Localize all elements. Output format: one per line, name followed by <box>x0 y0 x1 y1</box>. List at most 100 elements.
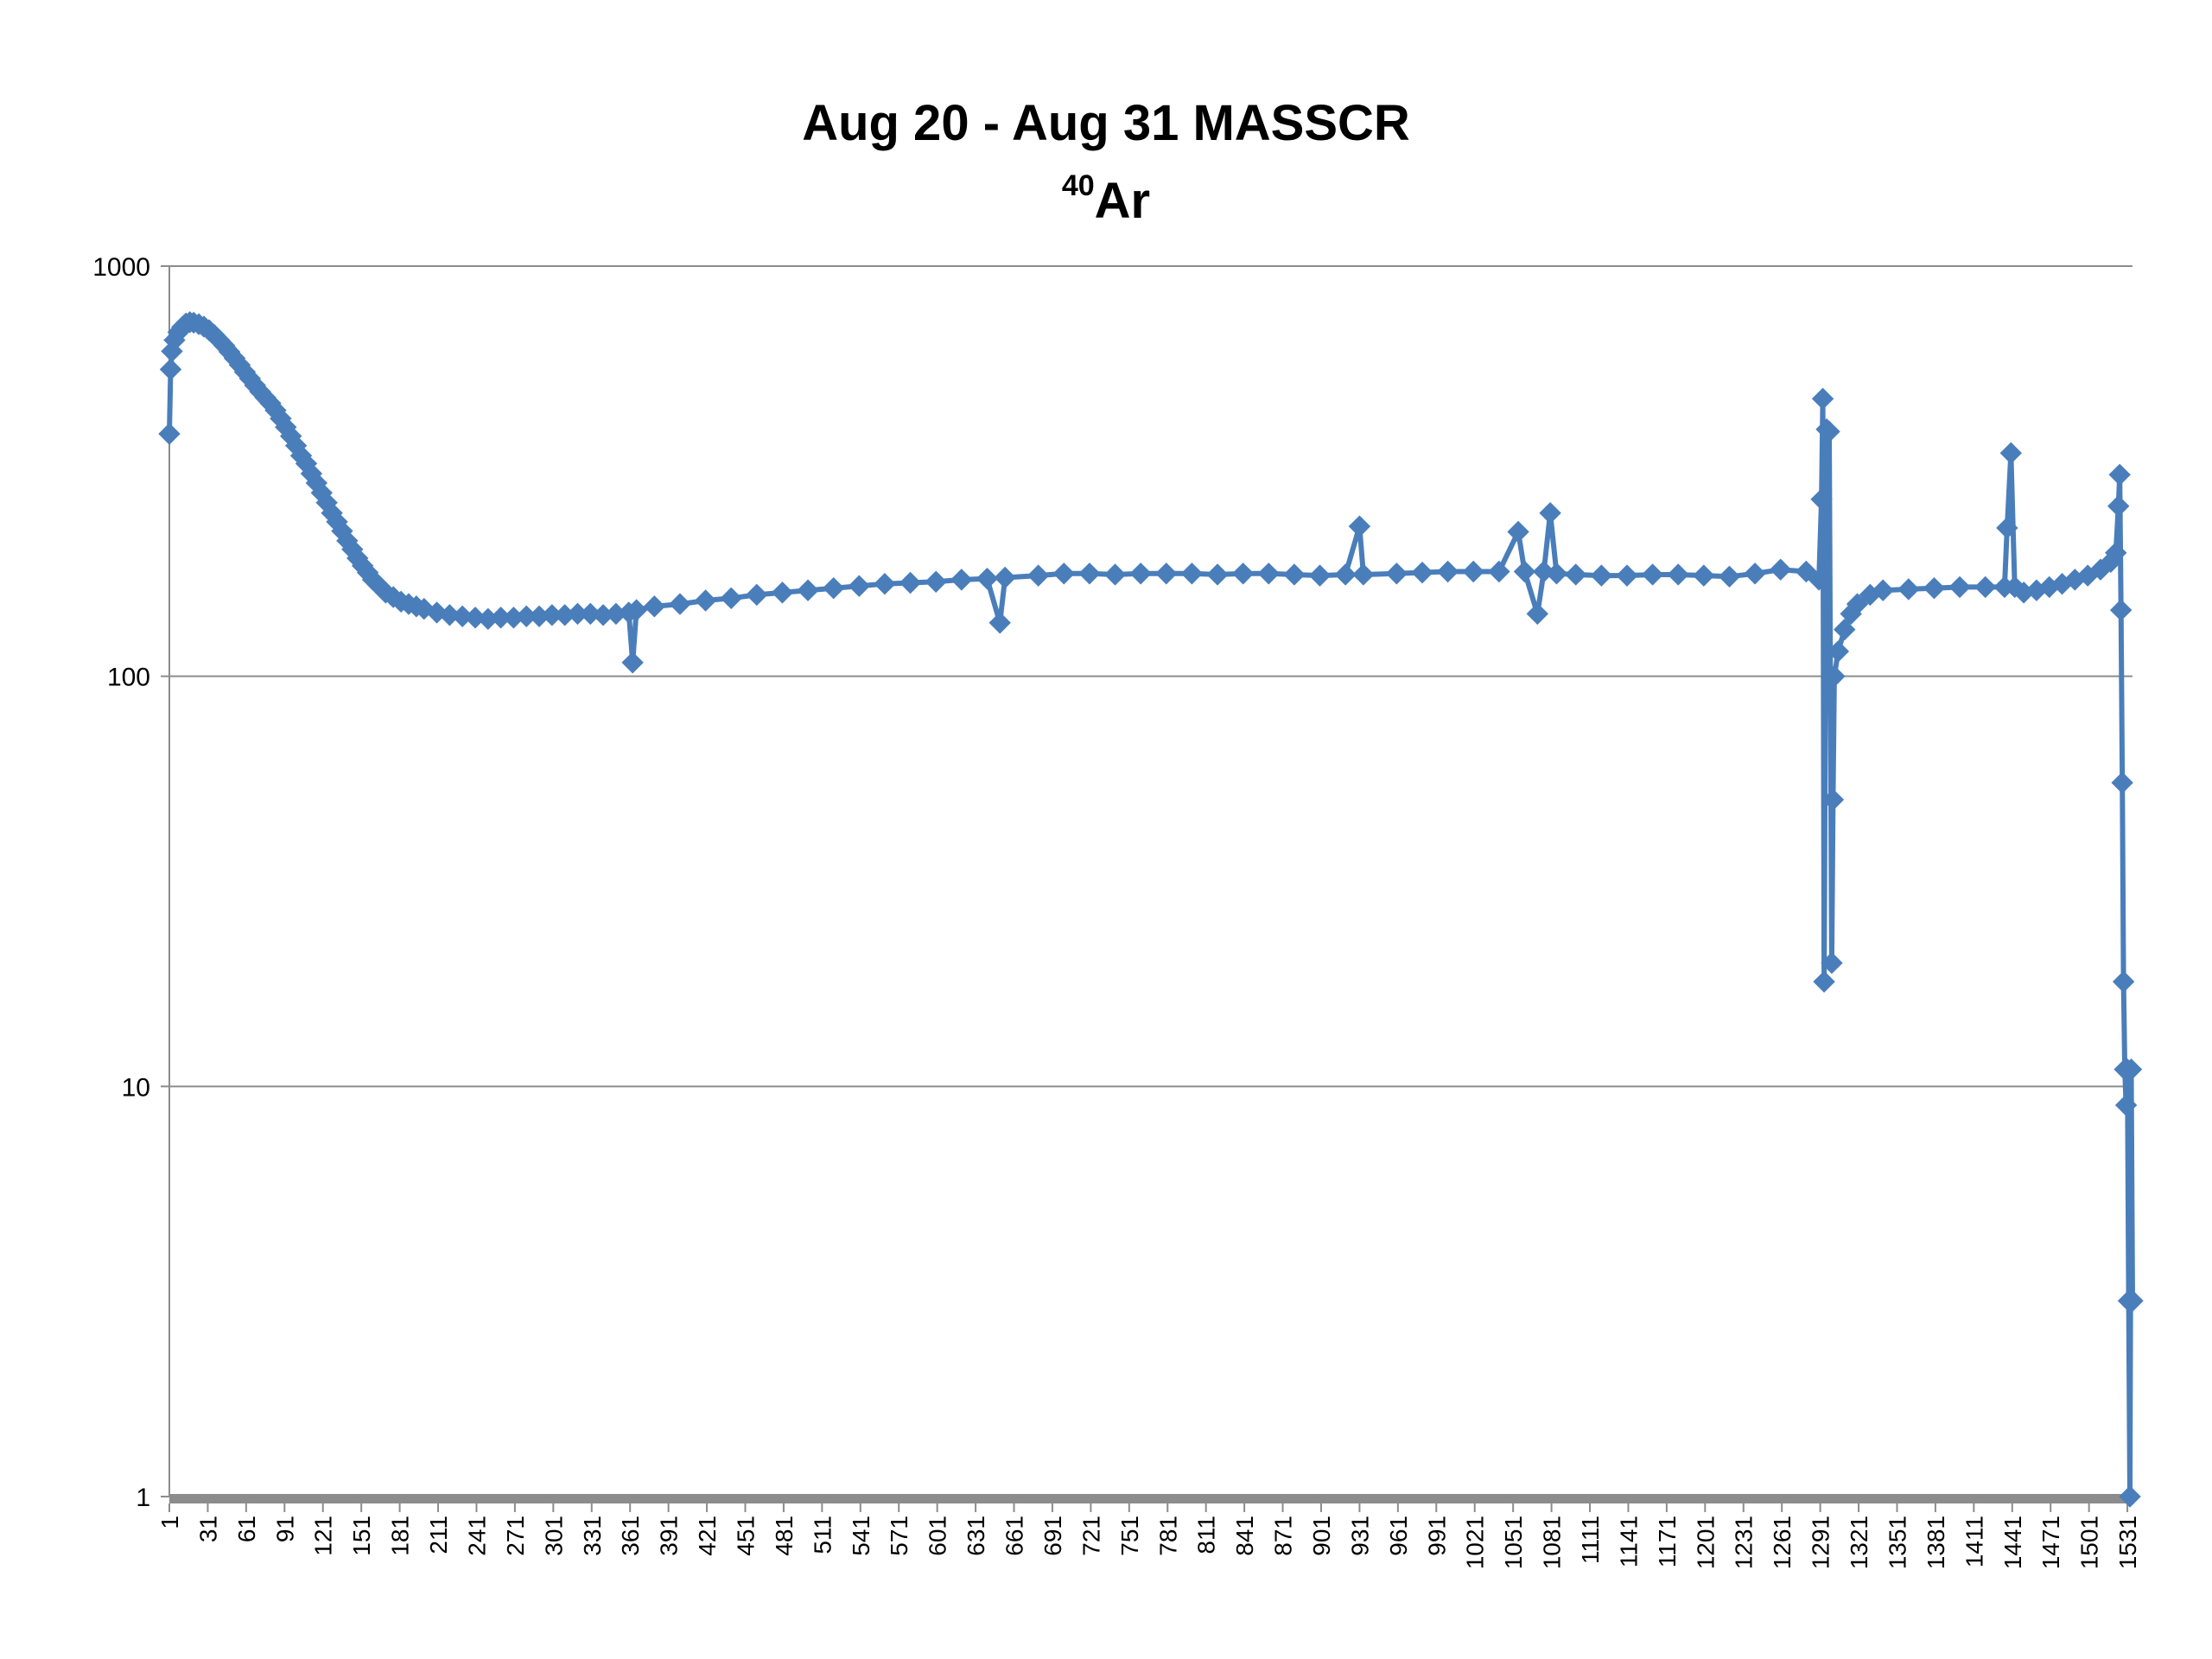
data-point <box>1565 563 1587 586</box>
data-point <box>988 612 1011 634</box>
data-point <box>1027 564 1050 587</box>
data-point <box>1334 563 1357 586</box>
data-point <box>1948 575 1971 599</box>
data-point <box>925 570 947 593</box>
data-point <box>2108 463 2131 486</box>
data-point <box>2121 1289 2144 1313</box>
x-tick-label: 631 <box>963 1516 989 1556</box>
x-tick-label: 1441 <box>1999 1516 2026 1569</box>
data-point <box>1462 560 1484 583</box>
x-tick-label: 1231 <box>1731 1516 1758 1569</box>
x-tick-label: 1201 <box>1692 1516 1719 1569</box>
data-point <box>1996 517 2018 539</box>
data-point <box>1532 560 1555 583</box>
data-point <box>1769 558 1792 581</box>
data-point <box>1834 618 1856 641</box>
x-tick-label: 241 <box>463 1516 490 1556</box>
data-point <box>1641 563 1664 586</box>
data-point <box>1507 520 1529 543</box>
x-tick-labels: 1 31 61 91 121 151 181 211 241 271 301 331 361 391 421… <box>156 1516 2141 1569</box>
y-tick-label: 100 <box>107 664 150 692</box>
data-point <box>1846 593 1869 615</box>
y-tick-label: 1000 <box>92 253 150 282</box>
data-point <box>669 593 691 615</box>
data-point <box>1488 560 1510 583</box>
x-tick-label: 511 <box>809 1516 836 1554</box>
data-point <box>1827 640 1850 663</box>
gridlines <box>169 265 2133 1088</box>
y-tick-label: 10 <box>122 1073 150 1102</box>
data-point <box>1078 563 1101 585</box>
data-point <box>2107 494 2130 518</box>
x-tick-label: 61 <box>233 1516 260 1542</box>
x-tick-label: 1321 <box>1846 1516 1872 1569</box>
x-tick-label: 121 <box>310 1516 337 1556</box>
x-axis-baseline <box>169 1494 2133 1503</box>
data-point <box>2111 772 2133 794</box>
x-tick-label: 601 <box>925 1516 951 1556</box>
x-tick-label: 1531 <box>2114 1516 2141 1569</box>
data-point <box>621 652 644 674</box>
x-tick-label: 1291 <box>1808 1516 1834 1569</box>
data-point <box>771 582 794 604</box>
x-tick-label: 871 <box>1270 1516 1297 1556</box>
data-point <box>2114 1094 2138 1116</box>
data-point <box>994 566 1016 589</box>
x-tick-label: 1381 <box>1923 1516 1949 1569</box>
x-tick-label: 1501 <box>2076 1516 2103 1569</box>
x-tick-label: 211 <box>425 1516 452 1554</box>
data-point <box>1616 564 1638 587</box>
x-tick-label: 991 <box>1423 1516 1450 1556</box>
x-tick-label: 451 <box>732 1516 759 1556</box>
x-tick-label: 1081 <box>1539 1516 1566 1569</box>
chart-title-block: Aug 20 - Aug 31 MASSCR 40Ar <box>0 93 2212 232</box>
data-point <box>1974 575 1997 599</box>
data-point <box>1283 563 1306 586</box>
x-tick-label: 1351 <box>1884 1516 1910 1569</box>
x-tick-label: 811 <box>1193 1516 1220 1554</box>
data-point <box>1897 578 1920 601</box>
series-line <box>167 319 2135 1499</box>
axes <box>161 265 2133 1512</box>
data-point <box>1590 564 1613 587</box>
chart-subtitle: 40Ar <box>0 156 2212 232</box>
x-tick-label: 931 <box>1346 1516 1373 1556</box>
data-point <box>899 571 922 594</box>
data-point <box>1257 563 1280 585</box>
data-point <box>1526 602 1548 626</box>
data-point <box>159 358 182 381</box>
data-point <box>848 575 871 597</box>
data-point <box>2120 1058 2143 1081</box>
x-tick-label: 781 <box>1154 1516 1181 1556</box>
x-tick-label: 841 <box>1231 1516 1258 1556</box>
data-point <box>874 573 896 595</box>
data-point <box>2109 599 2133 621</box>
data-point <box>950 569 973 591</box>
x-tick-label: 541 <box>848 1516 874 1556</box>
x-tick-label: 1051 <box>1500 1516 1527 1569</box>
x-tick-label: 421 <box>694 1516 721 1556</box>
series-ar40 <box>158 311 2144 1508</box>
data-point <box>1411 561 1433 584</box>
data-point <box>425 601 448 624</box>
data-point <box>1999 442 2023 465</box>
y-tick-labels: 1000 100 10 1 <box>92 253 150 1512</box>
data-point <box>1813 970 1835 993</box>
x-tick-label: 271 <box>502 1516 529 1556</box>
chart-title: Aug 20 - Aug 31 MASSCR <box>802 95 1410 151</box>
data-point <box>1808 569 1830 591</box>
data-point <box>976 567 999 590</box>
data-point <box>1180 563 1204 585</box>
data-point <box>2105 542 2127 564</box>
x-tick-label: 751 <box>1116 1516 1143 1556</box>
x-tick-label: 691 <box>1039 1516 1066 1556</box>
data-point <box>1436 560 1459 583</box>
x-tick-label: 661 <box>1001 1516 1028 1556</box>
x-tick-label: 571 <box>886 1516 912 1556</box>
y-tick-label: 1 <box>136 1484 150 1512</box>
data-point <box>1539 502 1561 524</box>
x-tick-label: 31 <box>194 1516 221 1542</box>
data-point <box>413 597 435 620</box>
x-tick-label: 961 <box>1385 1516 1412 1556</box>
x-tick-label: 1261 <box>1769 1516 1796 1569</box>
